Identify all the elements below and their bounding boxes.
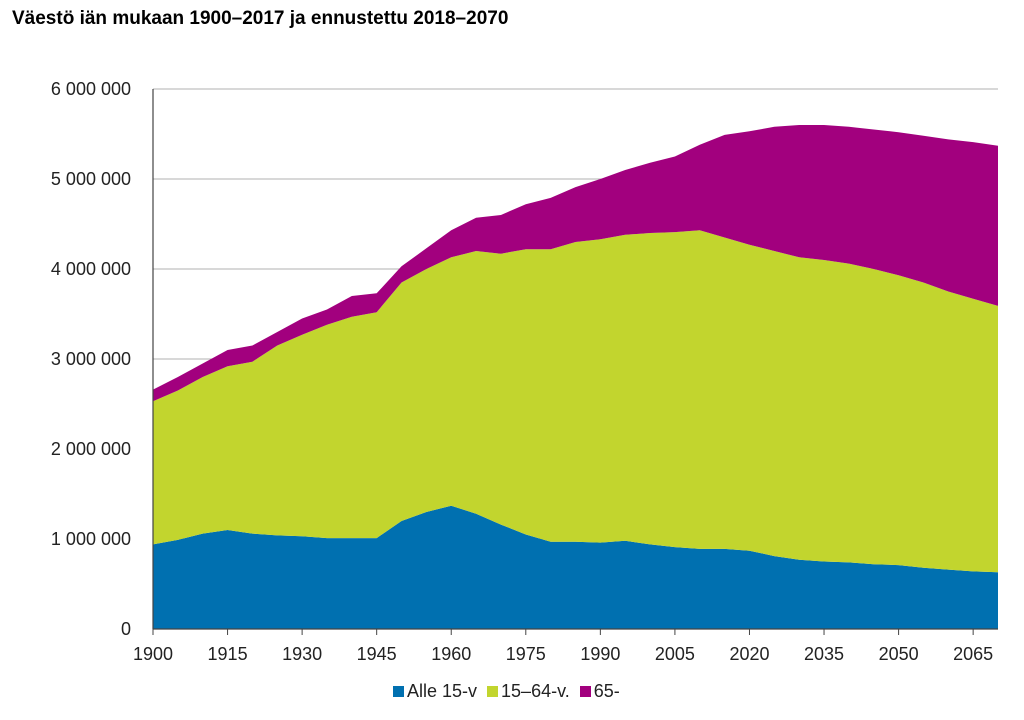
legend-swatch bbox=[393, 686, 404, 697]
x-tick-label: 2065 bbox=[953, 644, 993, 664]
y-tick-label: 1 000 000 bbox=[51, 529, 131, 549]
x-tick-label: 1975 bbox=[506, 644, 546, 664]
y-tick-label: 5 000 000 bbox=[51, 169, 131, 189]
x-tick-label: 2020 bbox=[729, 644, 769, 664]
legend-item-65-plus: 65- bbox=[579, 681, 620, 702]
legend: Alle 15-v 15–64-v. 65- bbox=[393, 681, 620, 702]
x-tick-label: 1900 bbox=[133, 644, 173, 664]
legend-item-15-64: 15–64-v. bbox=[487, 681, 570, 702]
y-tick-label: 2 000 000 bbox=[51, 439, 131, 459]
x-tick-label: 1990 bbox=[580, 644, 620, 664]
legend-label: 15–64-v. bbox=[501, 681, 570, 701]
x-tick-label: 2005 bbox=[655, 644, 695, 664]
x-tick-label: 1930 bbox=[282, 644, 322, 664]
x-tick-label: 1945 bbox=[357, 644, 397, 664]
area-65- bbox=[153, 125, 998, 402]
x-tick-label: 2050 bbox=[879, 644, 919, 664]
x-tick-label: 2035 bbox=[804, 644, 844, 664]
y-tick-label: 6 000 000 bbox=[51, 79, 131, 99]
y-tick-label: 0 bbox=[121, 619, 131, 639]
x-tick-label: 1915 bbox=[208, 644, 248, 664]
legend-swatch bbox=[579, 686, 591, 697]
legend-label: Alle 15-v bbox=[407, 681, 478, 701]
legend-label: 65- bbox=[593, 681, 620, 701]
x-tick-label: 1960 bbox=[431, 644, 471, 664]
chart-title: Väestö iän mukaan 1900–2017 ja ennustett… bbox=[12, 8, 509, 29]
area-alle-15-v bbox=[153, 505, 998, 629]
legend-swatch bbox=[487, 686, 499, 697]
area-15-64-v- bbox=[153, 230, 998, 573]
y-tick-label: 3 000 000 bbox=[51, 349, 131, 369]
legend-item-under-15: Alle 15-v bbox=[393, 681, 477, 702]
y-tick-label: 4 000 000 bbox=[51, 259, 131, 279]
